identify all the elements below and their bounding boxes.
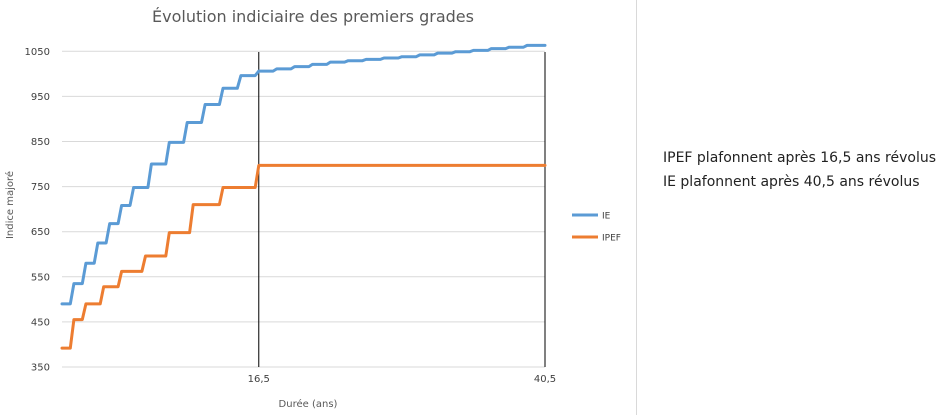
panel-divider: [636, 0, 637, 415]
series-line-ipef: [60, 163, 547, 350]
y-tick-label: 350: [31, 363, 50, 374]
y-tick-label: 450: [31, 317, 50, 328]
chart-area: Évolution indiciaire des premiers grades…: [4, 7, 621, 410]
y-tick-label: 950: [31, 92, 50, 103]
chart-title: Évolution indiciaire des premiers grades: [152, 7, 474, 26]
y-axis-label: Indice majoré: [4, 171, 16, 239]
y-tick-label: 850: [31, 137, 50, 148]
y-tick-label: 650: [31, 227, 50, 238]
legend: IE IPEF: [572, 212, 621, 244]
y-tick-label: 550: [31, 272, 50, 283]
y-tick-label: 750: [31, 182, 50, 193]
series-lines: [60, 43, 547, 350]
note-ie: IE plafonnent après 40,5 ans révolus: [663, 174, 920, 190]
x-axis-label: Durée (ans): [279, 398, 338, 410]
line-chart: Évolution indiciaire des premiers grades…: [4, 7, 621, 410]
legend-label-ipef: IPEF: [602, 234, 621, 244]
note-ipef: IPEF plafonnent après 16,5 ans révolus: [663, 150, 936, 166]
x-tick-label: 40,5: [534, 374, 556, 385]
series-line-ie: [60, 43, 547, 306]
reference-lines: [258, 52, 546, 367]
legend-label-ie: IE: [602, 212, 611, 222]
tick-labels: 350 450 550 650 750 850 950 1050 16,5 40,5: [25, 47, 557, 385]
x-tick-label: 16,5: [248, 374, 270, 385]
notes-panel: IPEF plafonnent après 16,5 ans révolus I…: [663, 146, 936, 194]
y-tick-label: 1050: [25, 47, 50, 58]
gridlines: [62, 50, 545, 368]
